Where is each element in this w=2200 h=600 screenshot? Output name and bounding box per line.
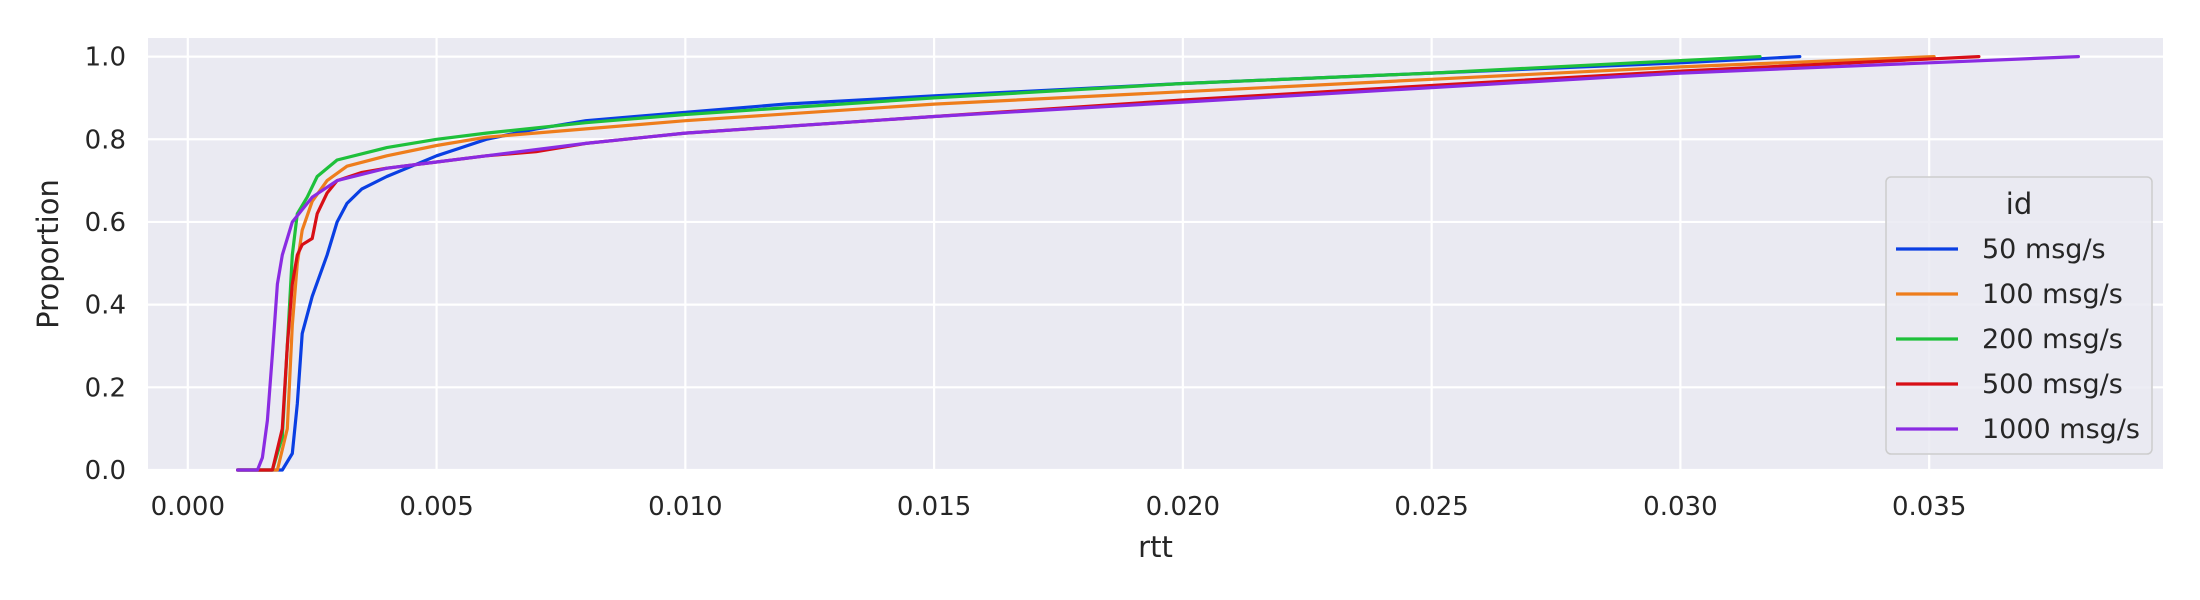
- y-axis-title: Proportion: [31, 179, 65, 329]
- y-tick-label: 1.0: [85, 43, 126, 73]
- x-tick-label: 0.025: [1394, 492, 1468, 522]
- x-tick-label: 0.015: [897, 492, 971, 522]
- y-tick-label: 0.2: [85, 373, 126, 403]
- legend-label: 1000 msg/s: [1982, 414, 2140, 445]
- series-lines: [236, 55, 2080, 472]
- y-tick-label: 0.0: [85, 456, 126, 486]
- gridlines: [148, 38, 2163, 472]
- y-tick-label: 0.6: [85, 208, 126, 238]
- tick-labels: 0.000 0.005 0.010 0.015 0.020 0.025 0.030 0.035…: [85, 43, 1967, 522]
- legend-label: 100 msg/s: [1982, 279, 2123, 310]
- legend: id 50 msg/s 100 msg/s 200 msg/s 500 msg/s 10…: [1885, 176, 2153, 455]
- y-tick-label: 0.4: [85, 291, 126, 321]
- x-tick-label: 0.020: [1146, 492, 1220, 522]
- x-tick-label: 0.010: [648, 492, 722, 522]
- x-tick-label: 0.000: [151, 492, 225, 522]
- plot-background: [148, 38, 2163, 470]
- x-axis-title: rtt: [1138, 530, 1173, 564]
- x-tick-label: 0.005: [399, 492, 473, 522]
- legend-label: 50 msg/s: [1982, 234, 2106, 265]
- legend-label: 500 msg/s: [1982, 369, 2123, 400]
- series-line: [236, 55, 2080, 472]
- series-line: [236, 55, 1802, 472]
- series-line: [236, 55, 1936, 472]
- legend-label: 200 msg/s: [1982, 324, 2123, 355]
- legend-title: id: [2006, 187, 2032, 221]
- x-tick-label: 0.035: [1892, 492, 1966, 522]
- x-tick-label: 0.030: [1643, 492, 1717, 522]
- y-tick-label: 0.8: [85, 125, 126, 155]
- legend-items: 50 msg/s 100 msg/s 200 msg/s 500 msg/s 1000 …: [1896, 234, 2140, 445]
